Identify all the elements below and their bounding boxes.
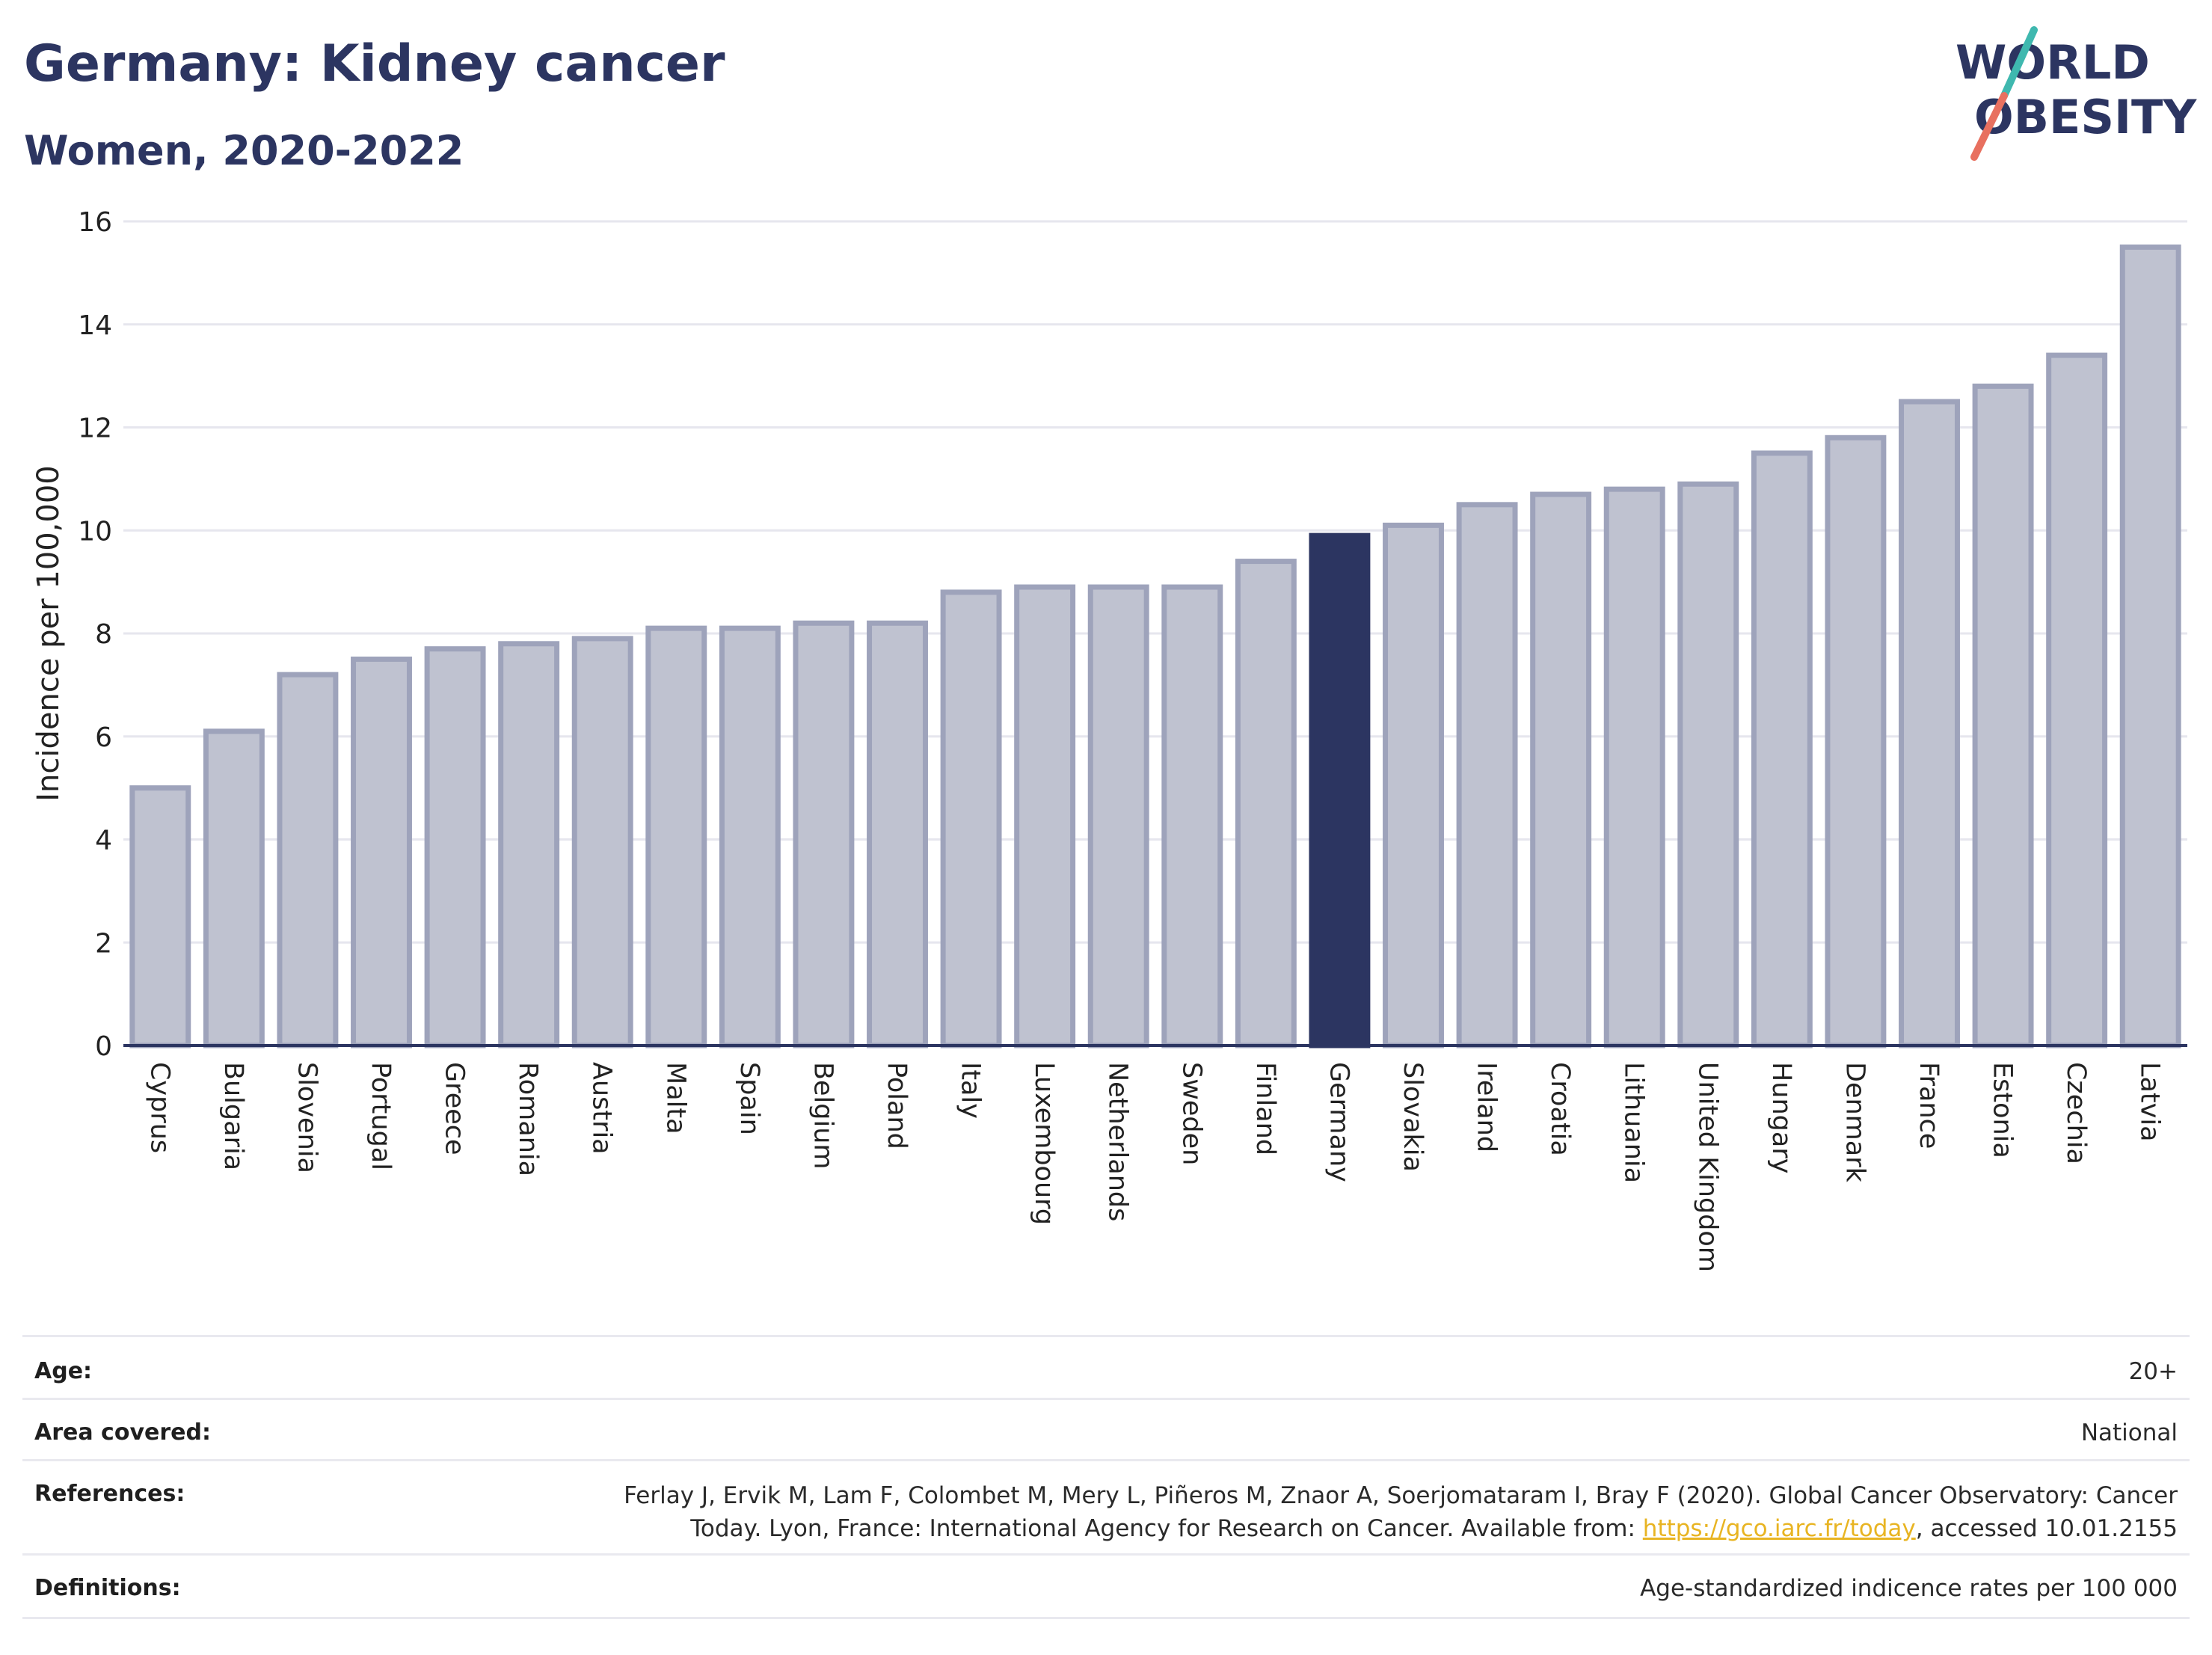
definitions-label: Definitions:	[34, 1575, 181, 1601]
y-tick-label: 6	[95, 722, 112, 753]
y-tick-label: 4	[95, 826, 112, 856]
x-tick-label: Slovenia	[292, 1062, 322, 1173]
x-tick-label: Luxembourg	[1029, 1062, 1059, 1225]
bar-cyprus	[129, 785, 191, 1048]
x-tick-label: Denmark	[1840, 1062, 1870, 1183]
bars	[129, 244, 2181, 1048]
y-tick-label: 16	[78, 207, 112, 238]
x-tick-label: Czechia	[2061, 1062, 2091, 1164]
references-line2: Today. Lyon, France: International Agenc…	[624, 1512, 2178, 1545]
x-tick-label: Cyprus	[144, 1062, 174, 1153]
y-tick-label: 14	[78, 310, 112, 341]
bar-sweden	[1161, 584, 1223, 1048]
x-tick-label: Malta	[660, 1062, 690, 1134]
bar-hungary	[1751, 450, 1813, 1048]
y-axis-label: Incidence per 100,000	[31, 465, 66, 802]
area-label: Area covered:	[34, 1419, 211, 1446]
meta-row-definitions: Definitions: Age-standardized indicence …	[22, 1553, 2190, 1619]
bar-france	[1899, 399, 1960, 1048]
bar-denmark	[1825, 435, 1887, 1048]
x-tick-label: France	[1914, 1062, 1944, 1149]
bar-austria	[571, 636, 633, 1048]
bar-poland	[867, 620, 928, 1048]
y-tick-label: 12	[78, 414, 112, 444]
x-tick-label: Sweden	[1176, 1062, 1206, 1165]
chart-title: Germany: Kidney cancer	[24, 34, 725, 93]
x-tick-label: Bulgaria	[218, 1062, 248, 1170]
x-tick-label: Spain	[734, 1062, 764, 1135]
meta-row-area: Area covered: National	[22, 1398, 2190, 1461]
references-label: References:	[34, 1481, 185, 1507]
chart-subtitle: Women, 2020-2022	[24, 127, 464, 174]
x-tick-label: Slovakia	[1398, 1062, 1428, 1172]
bar-bulgaria	[203, 728, 265, 1048]
area-value: National	[2080, 1419, 2178, 1446]
x-tick-label: Hungary	[1766, 1062, 1796, 1173]
x-tick-label: Austria	[587, 1062, 617, 1155]
bar-chart: 0 2 4 6 8 10 12 14 16 Cyprus Bulgaria Slovenia Port…	[31, 207, 2187, 1272]
bar-finland	[1235, 559, 1297, 1048]
x-tick-label: Belgium	[808, 1062, 838, 1170]
bar-portugal	[351, 656, 412, 1048]
x-tick-label: Finland	[1250, 1062, 1280, 1155]
meta-row-references: References: Ferlay J, Ervik M, Lam F, Co…	[22, 1459, 2190, 1556]
definitions-value: Age-standardized indicence rates per 100…	[1640, 1575, 2178, 1602]
bar-belgium	[793, 620, 855, 1048]
y-tick-label: 8	[95, 619, 112, 650]
references-link[interactable]: https://gco.iarc.fr/today	[1642, 1515, 1916, 1542]
bar-lithuania	[1603, 486, 1665, 1048]
world-obesity-logo: WORLD OBESITY	[1956, 26, 2197, 161]
logo-line2: OBESITY	[1974, 90, 2197, 144]
bar-latvia	[2119, 244, 2181, 1048]
bar-romania	[498, 641, 560, 1048]
y-tick-label: 10	[78, 516, 112, 547]
references-value: Ferlay J, Ervik M, Lam F, Colombet M, Me…	[624, 1479, 2178, 1545]
x-tick-label: Greece	[440, 1062, 470, 1155]
y-tick-labels: 0 2 4 6 8 10 12 14 16	[78, 207, 112, 1062]
bar-malta	[645, 625, 707, 1048]
x-tick-label: Netherlands	[1103, 1062, 1133, 1221]
x-tick-label: Italy	[956, 1062, 986, 1119]
bar-czechia	[2046, 352, 2108, 1048]
x-tick-label: Portugal	[366, 1062, 396, 1170]
age-value: 20+	[2128, 1358, 2178, 1385]
x-tick-label: United Kingdom	[1692, 1062, 1722, 1272]
bar-slovenia	[277, 672, 339, 1048]
logo-line1: WORLD	[1956, 35, 2150, 90]
x-tick-label: Estonia	[1988, 1062, 2018, 1158]
bar-germany	[1309, 532, 1371, 1048]
logo-slash-teal	[2000, 26, 2038, 99]
y-tick-label: 2	[95, 928, 112, 959]
bar-greece	[424, 646, 486, 1048]
references-line2-pre: Today. Lyon, France: International Agenc…	[690, 1515, 1643, 1542]
bar-slovakia	[1383, 522, 1444, 1048]
x-tick-label: Germany	[1324, 1062, 1354, 1182]
bar-netherlands	[1087, 584, 1149, 1048]
x-tick-label: Romania	[513, 1062, 543, 1176]
x-tick-label: Croatia	[1545, 1062, 1575, 1156]
age-label: Age:	[34, 1358, 93, 1384]
bar-spain	[719, 625, 781, 1048]
bar-ireland	[1456, 502, 1518, 1048]
meta-row-age: Age: 20+	[22, 1335, 2190, 1400]
bar-luxembourg	[1014, 584, 1076, 1048]
x-tick-label: Lithuania	[1619, 1062, 1649, 1183]
bar-italy	[940, 589, 1002, 1048]
bar-united-kingdom	[1677, 481, 1739, 1048]
x-tick-label: Poland	[882, 1062, 912, 1149]
references-line2-post: , accessed 10.01.2155	[1915, 1515, 2178, 1542]
logo-slash-coral	[1970, 92, 2008, 161]
references-line1: Ferlay J, Ervik M, Lam F, Colombet M, Me…	[624, 1482, 2178, 1509]
bar-estonia	[1972, 383, 2034, 1048]
x-tick-labels: Cyprus Bulgaria Slovenia Portugal Greece Roma…	[144, 1062, 2164, 1272]
bar-croatia	[1530, 491, 1592, 1048]
y-tick-label: 0	[95, 1031, 112, 1062]
x-tick-label: Ireland	[1472, 1062, 1502, 1152]
x-tick-label: Latvia	[2135, 1062, 2165, 1142]
